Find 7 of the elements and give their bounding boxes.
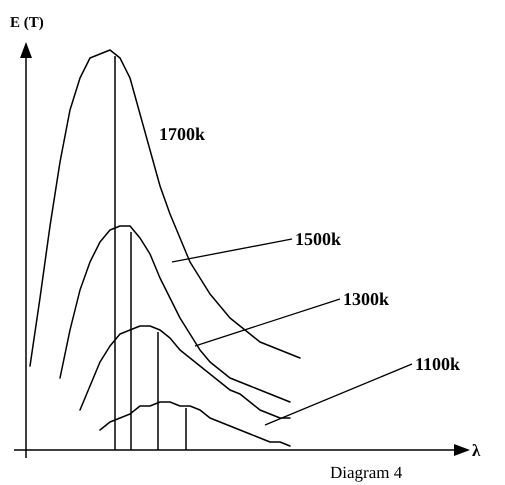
text: Diagram 4: [330, 463, 403, 482]
text: 1500k: [295, 229, 342, 249]
text: 1100k: [415, 354, 460, 374]
text: λ: [472, 441, 481, 460]
y-axis-title: E (T): [10, 15, 44, 31]
series-label: 1700k: [159, 124, 206, 144]
text: 1300k: [343, 289, 390, 309]
